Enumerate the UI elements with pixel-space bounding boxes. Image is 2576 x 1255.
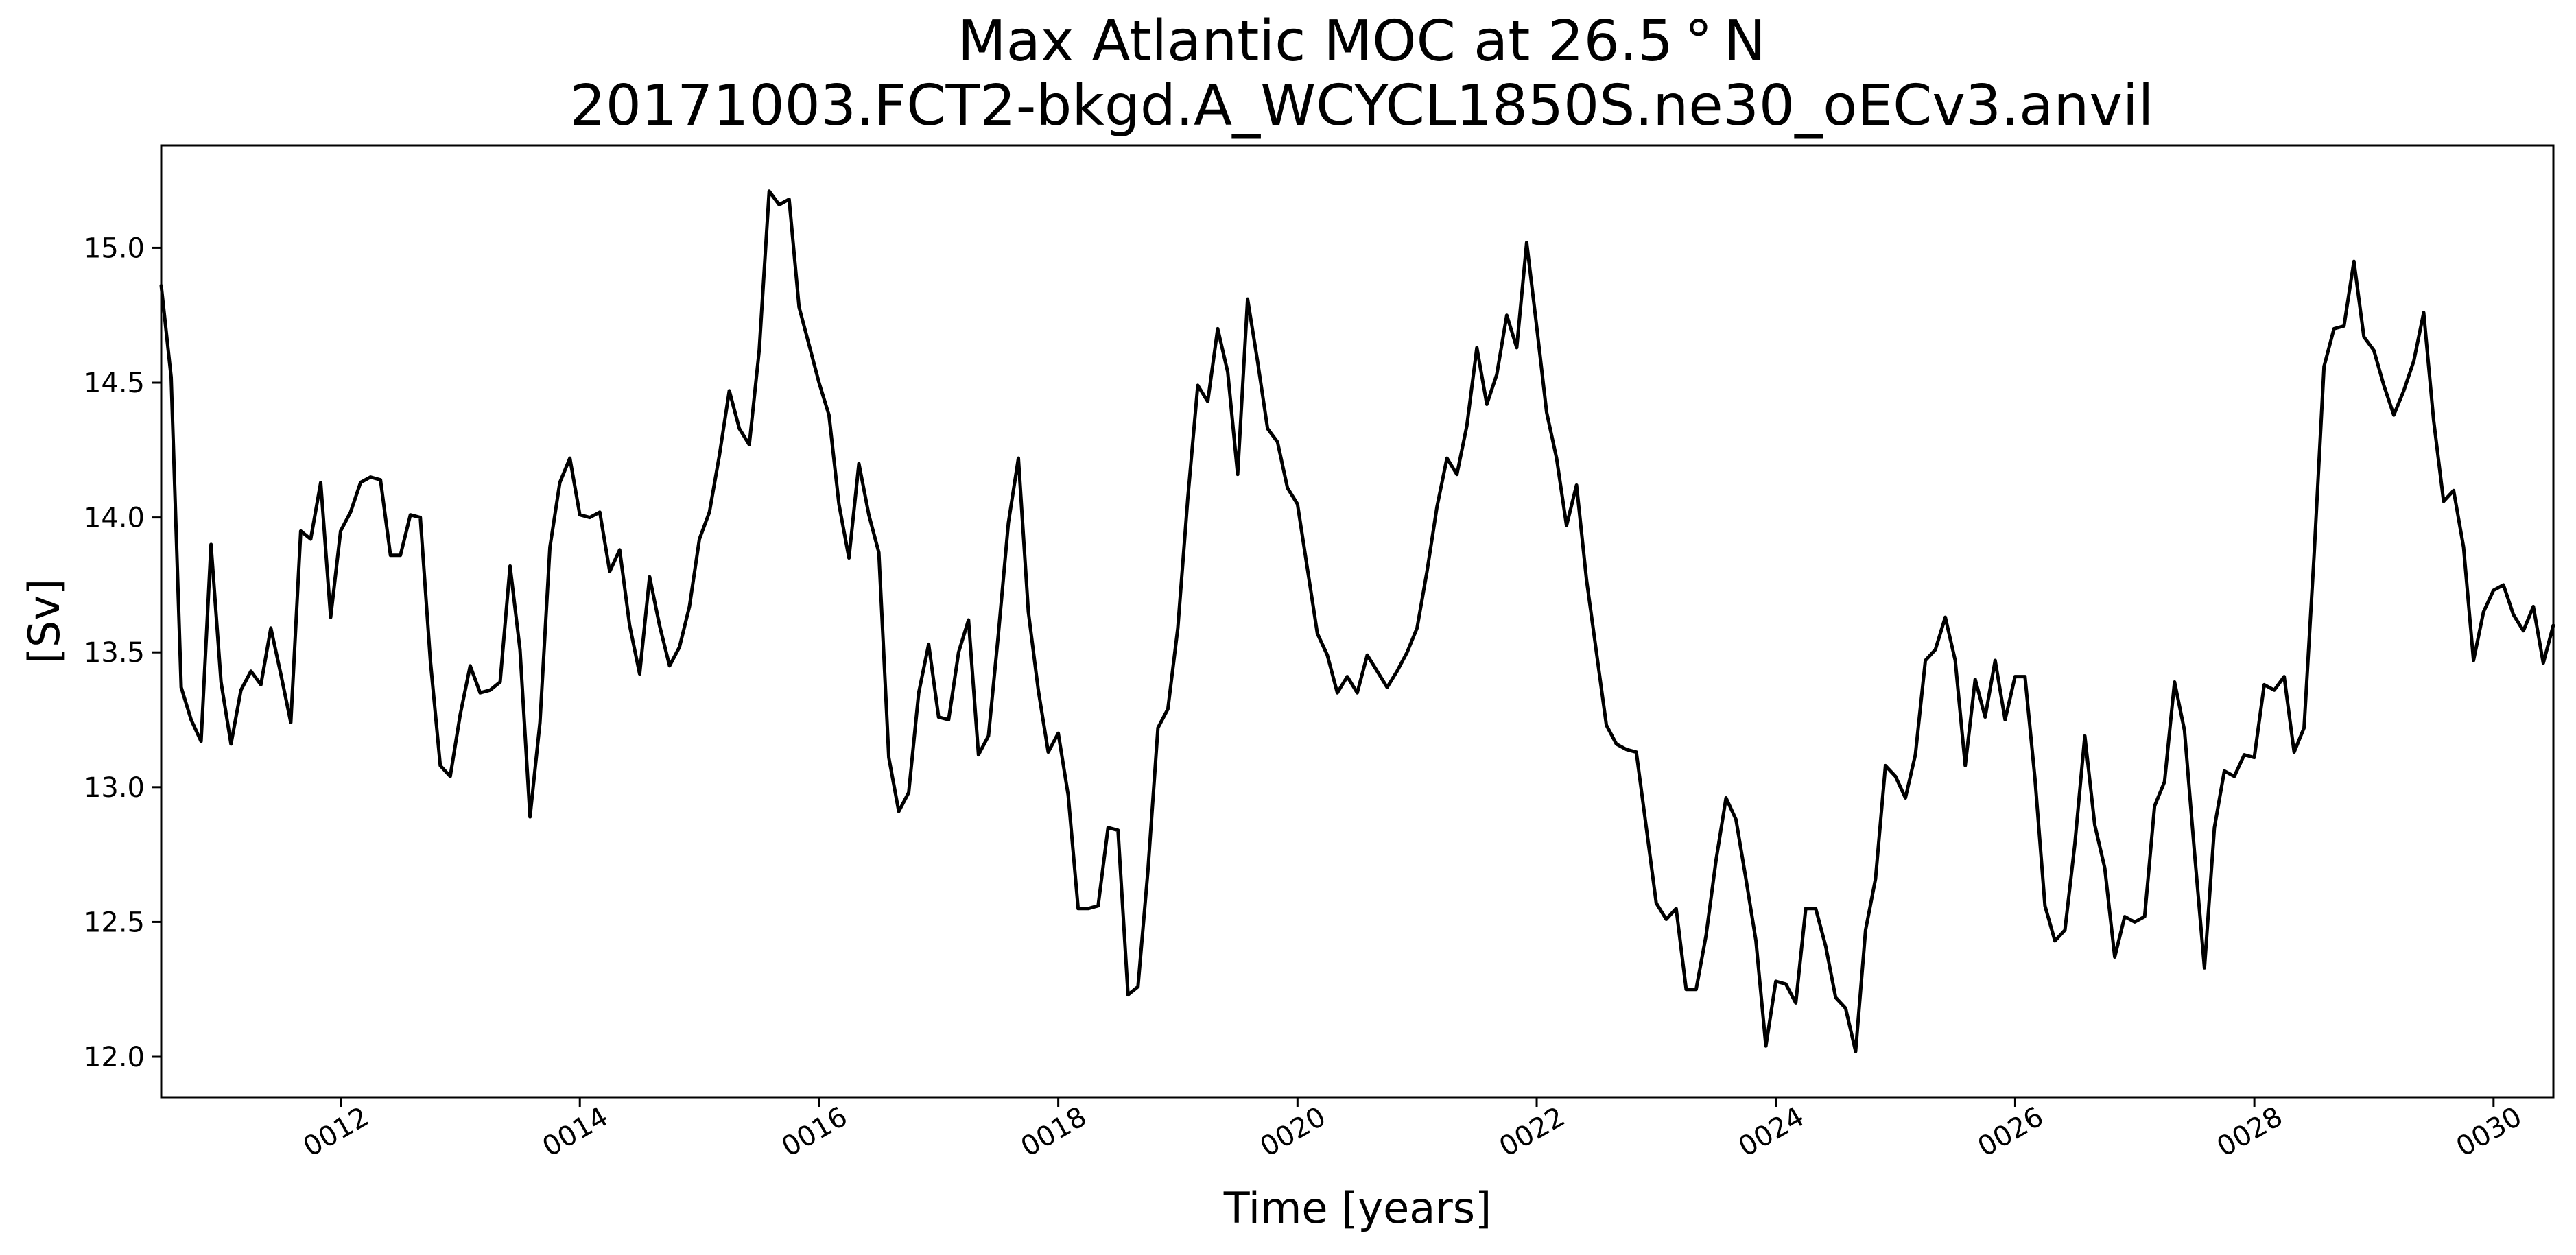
y-tick-label: 12.5 — [84, 907, 145, 938]
series-line — [159, 189, 2555, 1053]
data-layer — [159, 189, 2555, 1053]
y-tick-label: 13.5 — [84, 637, 145, 669]
y-axis-label: [Sv] — [19, 579, 69, 664]
plot-area-background — [161, 145, 2553, 1097]
chart-title: Max Atlantic MOC at 26.5 ° N — [958, 9, 1766, 74]
plot-area-frame — [160, 144, 2555, 1099]
x-axis-label: Time [years] — [1223, 1183, 1491, 1233]
y-axis: 12.0 12.5 13.0 13.5 14.0 14.5 15.0 — [84, 232, 161, 1073]
y-tick-label: 14.0 — [84, 503, 145, 534]
chart-subtitle: 20171003.FCT2-bkgd.A_WCYCL1850S.ne30_oEC… — [570, 73, 2154, 139]
y-tick-label: 14.5 — [84, 368, 145, 399]
y-tick-label: 13.0 — [84, 772, 145, 804]
y-tick-label: 15.0 — [84, 232, 145, 264]
y-tick-label: 12.0 — [84, 1042, 145, 1073]
